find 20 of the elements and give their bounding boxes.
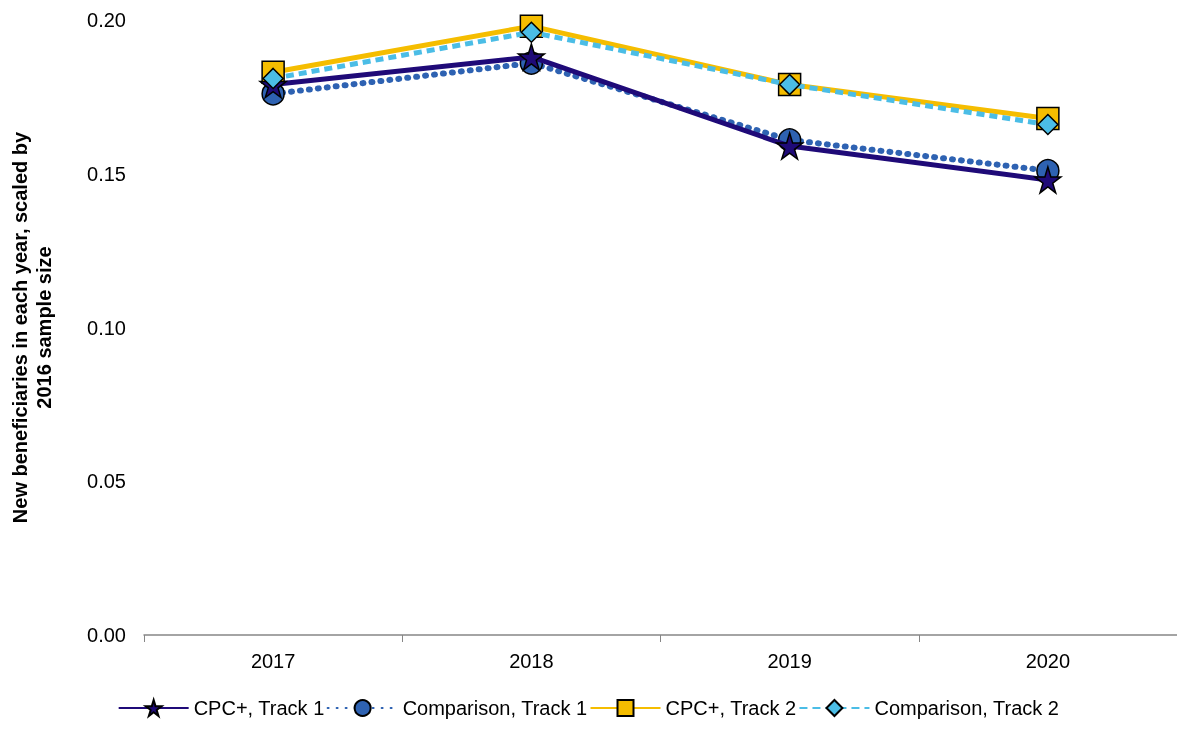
legend-label: Comparison, Track 2 [874, 697, 1059, 719]
legend-label: CPC+, Track 2 [665, 697, 797, 719]
point [520, 21, 543, 44]
x-tick-label: 2017 [250, 650, 296, 672]
x-tick-label: 2019 [767, 650, 812, 672]
point [775, 132, 804, 160]
x-tick-label: 2020 [1025, 650, 1071, 672]
x-tick-label: 2018 [509, 650, 554, 672]
legend-label: Comparison, Track 1 [402, 697, 588, 719]
point [1034, 166, 1062, 194]
y-tick-label: 0.20 [87, 9, 126, 31]
point [517, 43, 546, 71]
legend-label: CPC+, Track 1 [193, 697, 325, 719]
y-tick-label: 0.15 [87, 162, 126, 185]
y-tick-label: 0.05 [87, 470, 126, 493]
point [1037, 113, 1059, 136]
y-tick-label: 0.00 [87, 624, 126, 646]
y-tick-label: 0.10 [87, 316, 126, 339]
point [262, 67, 284, 90]
y-axis-title: New beneficiaries in each year, scaled by 2016 sample size [9, 130, 55, 524]
